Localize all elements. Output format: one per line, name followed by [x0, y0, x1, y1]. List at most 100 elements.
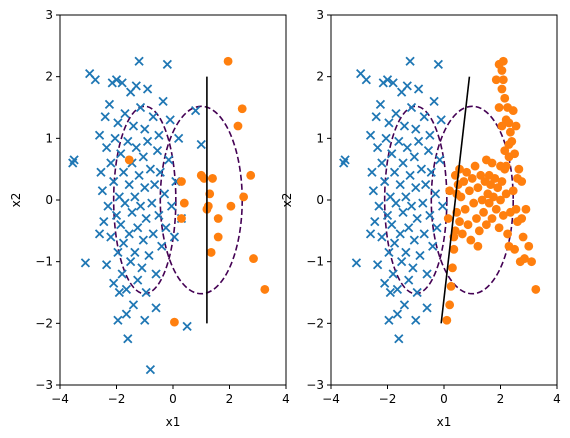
left-class0-point-58 [141, 287, 151, 298]
right-class1-point-50 [511, 121, 521, 131]
left-x-ticks: −4 −2 0 2 4 [51, 385, 290, 406]
left-class0-point-94 [151, 303, 161, 313]
left-class0-point-68 [150, 179, 160, 190]
left-class0-point-55 [138, 235, 148, 245]
right-y-tick-label: −3 [306, 378, 324, 392]
right-class0-point-29 [389, 238, 400, 248]
right-class0-point-74 [429, 96, 439, 106]
left-class0-point-65 [147, 198, 157, 208]
left-class0-point-45 [131, 81, 141, 91]
left-class0-point-49 [134, 170, 144, 180]
left-class0-point-18 [110, 133, 120, 143]
right-class0-point-56 [411, 183, 421, 193]
left-class0-point-34 [123, 334, 133, 344]
right-y-tick-label: 0 [316, 193, 324, 207]
left-class0-point-23 [114, 287, 124, 298]
right-x-ticks: −4 −2 0 2 4 [322, 385, 561, 406]
right-class0-point-4 [361, 75, 371, 85]
right-class0-point-1 [339, 158, 349, 168]
left-class1-point-15 [237, 104, 247, 114]
left-class0-point-59 [141, 213, 151, 224]
left-class0-point-74 [157, 241, 167, 251]
right-class0-point-17 [380, 278, 390, 288]
right-gaussian-contour-1 [430, 105, 515, 295]
left-class1-point-20 [203, 201, 213, 211]
left-class0-point-72 [154, 130, 164, 140]
right-class1-point-63 [498, 75, 508, 85]
right-class0-point-13 [377, 158, 387, 168]
left-class0-point-9 [100, 112, 110, 122]
right-class0-point-68 [422, 269, 432, 279]
right-class1-point-11 [456, 192, 466, 202]
right-class1-point-34 [489, 192, 498, 202]
right-class1-point-41 [498, 211, 508, 220]
left-class0-point-4 [90, 75, 100, 85]
left-class0-point-13 [106, 158, 116, 168]
right-class1-point-88 [511, 204, 521, 214]
left-class0-point-17 [109, 278, 119, 288]
right-class1-point-22 [472, 214, 481, 223]
left-class0-point-7 [97, 186, 108, 196]
right-x-tick-label: 0 [440, 392, 448, 406]
right-class0-point-79 [436, 115, 446, 125]
right-x-tick-label: −2 [379, 392, 397, 406]
left-class0-point-14 [106, 232, 116, 242]
right-class0-point-39 [398, 158, 408, 168]
right-class1-point-2 [446, 281, 456, 291]
left-class0-point-36 [124, 229, 134, 239]
right-class1-point-57 [521, 204, 531, 214]
right-class1-point-10 [455, 217, 464, 226]
left-class1-point-16 [239, 192, 249, 202]
left-class0-point-77 [161, 223, 171, 233]
right-class0-point-83 [382, 75, 393, 85]
left-class0-point-42 [128, 300, 139, 310]
right-class0-point-86 [422, 303, 432, 313]
right-class0-point-35 [395, 179, 405, 190]
right-class0-point-25 [387, 220, 397, 230]
right-class1-point-43 [501, 189, 511, 199]
left-class0-point-92 [121, 309, 132, 319]
left-class0-point-41 [128, 121, 139, 131]
left-class1-point-11 [213, 232, 223, 242]
right-class1-point-12 [457, 229, 467, 239]
right-class0-point-26 [388, 78, 398, 88]
right-class0-point-21 [384, 247, 394, 258]
left-class1-point-19 [260, 285, 270, 294]
right-x-tick-label: 4 [553, 392, 561, 406]
right-class1-point-15 [462, 167, 471, 177]
left-class0-point-62 [144, 250, 154, 261]
right-class0-point-67 [421, 179, 431, 190]
right-class1-point-65 [500, 93, 510, 103]
right-class0-point-55 [409, 235, 419, 245]
right-class0-point-87 [384, 315, 394, 325]
right-class0-point-58 [412, 287, 422, 298]
left-class0-point-8 [99, 216, 109, 227]
right-class0-point-16 [380, 176, 390, 187]
right-plot-marks [339, 56, 541, 344]
right-class0-point-51 [406, 201, 417, 211]
left-class0-point-28 [118, 167, 129, 177]
right-class1-point-58 [524, 241, 534, 251]
right-class1-point-86 [496, 161, 505, 171]
right-class1-point-1 [445, 300, 455, 310]
right-class0-point-61 [413, 84, 424, 94]
right-class0-point-41 [399, 121, 410, 131]
right-class0-point-49 [405, 170, 415, 180]
right-class1-point-81 [443, 214, 453, 223]
right-class0-point-42 [399, 300, 410, 310]
right-class0-point-30 [391, 109, 401, 119]
left-y-tick-label: −3 [35, 378, 53, 392]
right-class1-point-13 [459, 177, 469, 186]
left-y-tick-label: 0 [45, 193, 53, 207]
right-class0-point-69 [423, 146, 434, 156]
left-class0-point-6 [96, 167, 106, 177]
left-class0-point-43 [130, 192, 140, 202]
left-class0-point-29 [118, 238, 129, 248]
left-class0-point-54 [138, 152, 148, 162]
right-class0-point-78 [435, 155, 445, 165]
left-y-tick-label: 3 [45, 8, 53, 22]
left-class0-point-10 [101, 142, 112, 153]
right-class1-point-72 [500, 146, 510, 156]
left-class1-point-12 [213, 214, 223, 223]
left-class0-point-44 [130, 247, 140, 258]
